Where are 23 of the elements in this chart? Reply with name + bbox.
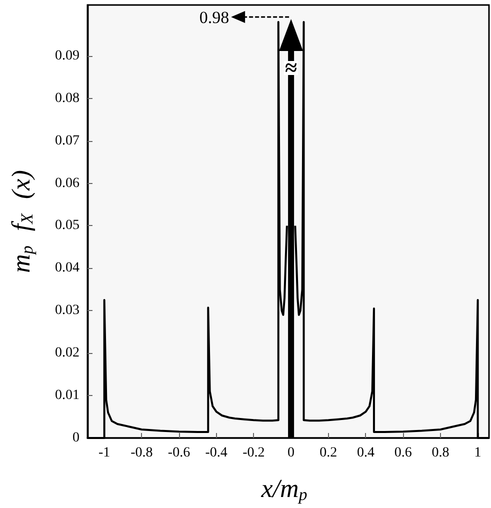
x-tick-label: 0.8 — [432, 446, 450, 460]
y-tick-label: 0.07 — [55, 133, 80, 148]
x-tick-label: 0.6 — [394, 446, 412, 460]
x-tick-label: -0.2 — [242, 446, 265, 460]
x-tick-label: -0.4 — [205, 446, 228, 460]
x-tick-label: 1 — [474, 446, 482, 460]
y-tick-label: 0.01 — [55, 388, 80, 404]
x-tick-label: -0.6 — [168, 446, 190, 460]
y-tick-label: 0.09 — [55, 48, 80, 64]
annotation: ≈ — [284, 55, 298, 80]
y-tick-label: 0.08 — [55, 90, 80, 106]
y-tick-label: 0.02 — [55, 346, 80, 361]
x-tick-label: 0.2 — [320, 446, 338, 460]
annotation: 0.98 — [199, 8, 230, 27]
y-tick-label: 0.05 — [55, 218, 80, 234]
y-tick-label: 0.04 — [55, 260, 80, 276]
y-tick-label: 0.06 — [55, 176, 80, 191]
x-tick-label: 0 — [288, 446, 295, 460]
x-tick-label: 0.4 — [357, 446, 374, 460]
x-tick-label: -0.8 — [130, 446, 153, 460]
y-tick-label: 0.03 — [55, 303, 80, 318]
y-tick-label: 0 — [72, 430, 80, 446]
x-tick-label: -1 — [98, 446, 110, 460]
